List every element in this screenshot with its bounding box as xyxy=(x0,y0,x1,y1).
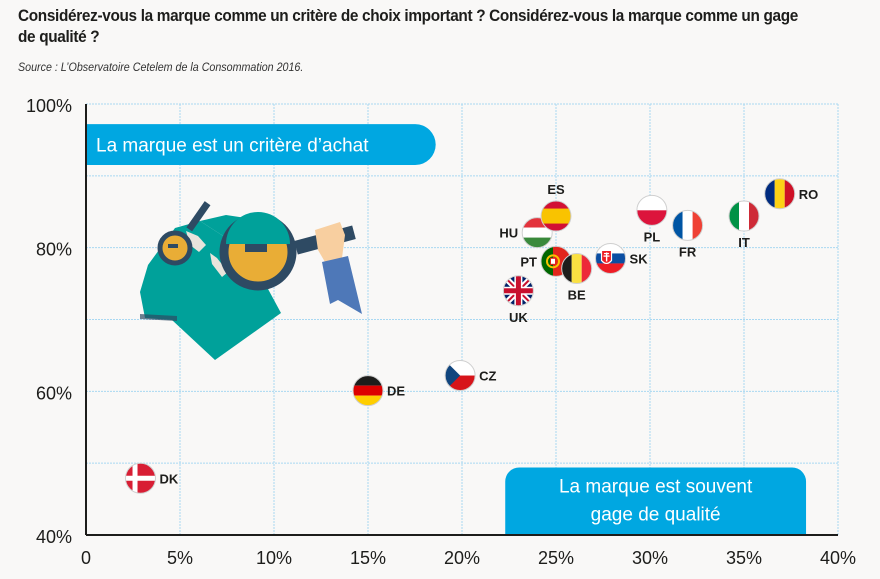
data-point-be: BE xyxy=(561,252,593,302)
chart-source: Source : L’Observatoire Cetelem de la Co… xyxy=(18,62,304,74)
data-point-dk: DK xyxy=(125,462,179,494)
hungary-flag-icon xyxy=(522,217,553,248)
small-magnifier-icon xyxy=(157,201,211,266)
point-label: ES xyxy=(547,182,565,197)
data-point-pl: PL xyxy=(636,194,668,244)
spain-flag-icon xyxy=(541,201,571,232)
data-point-es: ES xyxy=(540,182,572,232)
point-label: DK xyxy=(160,471,179,486)
shirt-magnifier-illustration xyxy=(140,201,362,360)
point-label: PT xyxy=(520,254,537,269)
x-annotation-background xyxy=(505,467,807,535)
large-magnifier-icon xyxy=(219,212,356,291)
point-label: SK xyxy=(630,251,649,266)
point-label: CZ xyxy=(479,369,496,384)
germany-flag-icon xyxy=(353,375,383,406)
hand-icon xyxy=(315,222,362,314)
point-label: PL xyxy=(644,229,661,244)
flag-outline xyxy=(125,462,157,494)
data-point-fr: FR xyxy=(672,209,704,259)
y-tick-label: 40% xyxy=(36,527,72,547)
y-axis-annotation: La marque est un critère d’achat xyxy=(86,124,436,166)
flag-outline xyxy=(521,217,553,249)
data-point-uk: UK xyxy=(502,275,534,325)
flag-outline xyxy=(502,275,534,307)
x-annotation-text-line2: gage de qualité xyxy=(591,504,721,525)
flag-outline xyxy=(352,375,384,407)
data-points: DK DE CZ UK HU ES PT BE SK PL FR IT RO xyxy=(125,178,819,494)
point-label: HU xyxy=(499,226,518,241)
x-tick-label: 0 xyxy=(81,548,91,568)
x-tick-label: 5% xyxy=(167,548,193,568)
x-tick-label: 25% xyxy=(538,548,574,568)
data-point-cz: CZ xyxy=(444,360,497,392)
y-annotation-text: La marque est un critère d’achat xyxy=(96,136,369,157)
flag-outline xyxy=(728,200,760,232)
x-tick-label: 40% xyxy=(820,548,856,568)
france-flag-icon xyxy=(672,210,703,241)
y-tick-label: 80% xyxy=(36,240,72,260)
data-point-de: DE xyxy=(352,375,405,407)
data-point-ro: RO xyxy=(764,178,819,210)
data-point-hu: HU xyxy=(499,217,553,249)
x-tick-label: 30% xyxy=(632,548,668,568)
x-tick-label: 10% xyxy=(256,548,292,568)
y-tick-label: 60% xyxy=(36,383,72,403)
x-annotation-text-line1: La marque est souvent xyxy=(559,476,753,497)
belgium-flag-icon xyxy=(561,253,592,284)
y-tick-label: 100% xyxy=(26,96,72,116)
point-label: IT xyxy=(738,235,750,250)
y-annotation-background xyxy=(86,124,436,166)
x-tick-label: 20% xyxy=(444,548,480,568)
point-label: FR xyxy=(679,244,697,259)
italy-flag-icon xyxy=(729,201,759,232)
denmark-flag-icon xyxy=(125,463,156,494)
x-tick-label: 15% xyxy=(350,548,386,568)
flag-outline xyxy=(672,209,704,241)
chart-title: Considérez-vous la marque comme un critè… xyxy=(18,7,798,46)
flag-outline xyxy=(540,200,572,232)
flag-outline xyxy=(595,242,627,274)
poland-flag-icon xyxy=(636,195,667,226)
point-label: BE xyxy=(568,287,586,302)
flag-outline xyxy=(444,360,476,392)
romania-flag-icon xyxy=(764,178,795,209)
tick-labels: 0 5% 10% 15% 20% 25% 30% 35% 40% 40% 60% 80% 100% xyxy=(26,96,856,568)
flag-outline xyxy=(764,178,796,210)
czechia-flag-icon xyxy=(445,360,476,391)
flag-outline xyxy=(561,252,593,284)
point-label: RO xyxy=(799,187,819,202)
x-axis-annotation: La marque est souvent gage de qualité xyxy=(505,467,807,535)
axes xyxy=(85,104,838,536)
data-point-it: IT xyxy=(728,200,760,250)
point-label: UK xyxy=(509,310,528,325)
slovakia-flag-icon xyxy=(595,243,626,274)
x-tick-label: 35% xyxy=(726,548,762,568)
data-point-sk: SK xyxy=(595,242,649,274)
uk-flag-icon xyxy=(503,275,534,306)
flag-outline xyxy=(636,194,668,226)
point-label: DE xyxy=(387,384,405,399)
